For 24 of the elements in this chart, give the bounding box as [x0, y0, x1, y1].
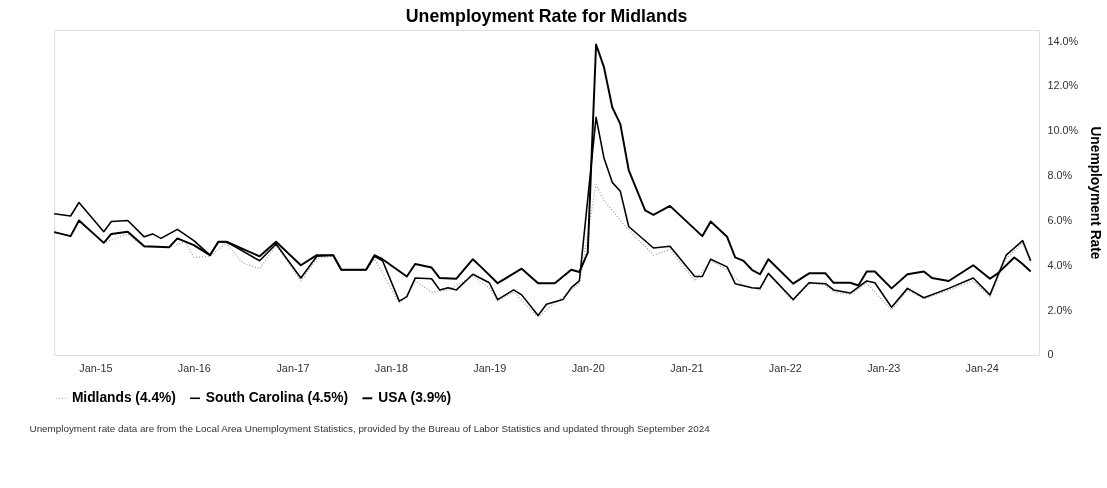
x-tick-label: Jan-24	[965, 362, 999, 375]
x-tick-label: Jan-19	[473, 362, 507, 375]
y-tick-label: 2.0%	[1047, 303, 1073, 316]
x-tick-label: Jan-22	[768, 362, 802, 375]
x-tick-label: Jan-21	[670, 362, 704, 375]
text: Unemployment rate data are from the Local Area Unemployment Statistics, provided by the Bureau of Labor Statistics and updated through September 2024	[29, 422, 711, 434]
legend-label: South Carolina (4.5%)	[205, 390, 349, 406]
y-tick-label: 6.0%	[1047, 213, 1073, 226]
x-tick-label: Jan-17	[276, 362, 310, 375]
x-tick-label: Jan-18	[374, 362, 408, 375]
x-tick-label: Jan-16	[177, 362, 211, 375]
chart-title: Unemployment Rate for Midlands	[405, 6, 688, 27]
legend-label: Midlands (4.4%)	[71, 390, 176, 406]
y-tick-label: 0	[1047, 348, 1054, 361]
legend-label: USA (3.9%)	[378, 390, 452, 406]
y-tick-label: 4.0%	[1047, 258, 1073, 271]
x-tick-label: Jan-20	[571, 362, 605, 375]
y-tick-label: 14.0%	[1047, 34, 1079, 47]
y-tick-label: 10.0%	[1047, 124, 1079, 137]
x-tick-label: Jan-23	[867, 362, 901, 375]
y-tick-label: 8.0%	[1047, 169, 1073, 182]
y-axis-title: Unemployment Rate	[1087, 126, 1103, 260]
x-tick-label: Jan-15	[79, 362, 113, 375]
y-tick-label: 12.0%	[1047, 79, 1079, 92]
